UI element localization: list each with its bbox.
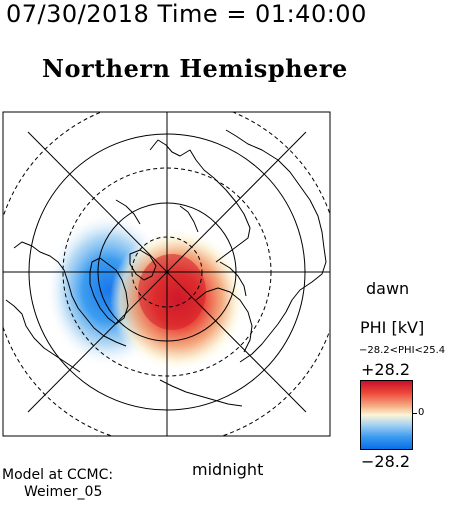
longitude-lines bbox=[3, 112, 330, 436]
colorbar-gradient bbox=[360, 380, 413, 450]
dawn-label: dawn bbox=[366, 279, 410, 298]
colorbar-range-text: −28.2<PHI<25.4 bbox=[359, 345, 446, 356]
datetime-header: 07/30/2018 Time = 01:40:00 bbox=[6, 0, 367, 28]
hemisphere-title: Northern Hemisphere bbox=[42, 54, 348, 83]
positive-potential-core bbox=[138, 254, 206, 330]
model-name-label: Weimer_05 bbox=[24, 484, 103, 500]
colorbar-min-label: −28.2 bbox=[361, 452, 411, 471]
coastlines bbox=[5, 129, 327, 407]
colorbar-zero-tick bbox=[412, 413, 417, 414]
colorbar-title: PHI [kV] bbox=[360, 318, 425, 337]
colorbar-max-label: +28.2 bbox=[361, 360, 411, 379]
midnight-label: midnight bbox=[192, 460, 264, 479]
polar-map bbox=[2, 111, 331, 437]
colorbar-zero-label: 0 bbox=[418, 407, 425, 418]
model-source-label: Model at CCMC: bbox=[2, 467, 114, 483]
